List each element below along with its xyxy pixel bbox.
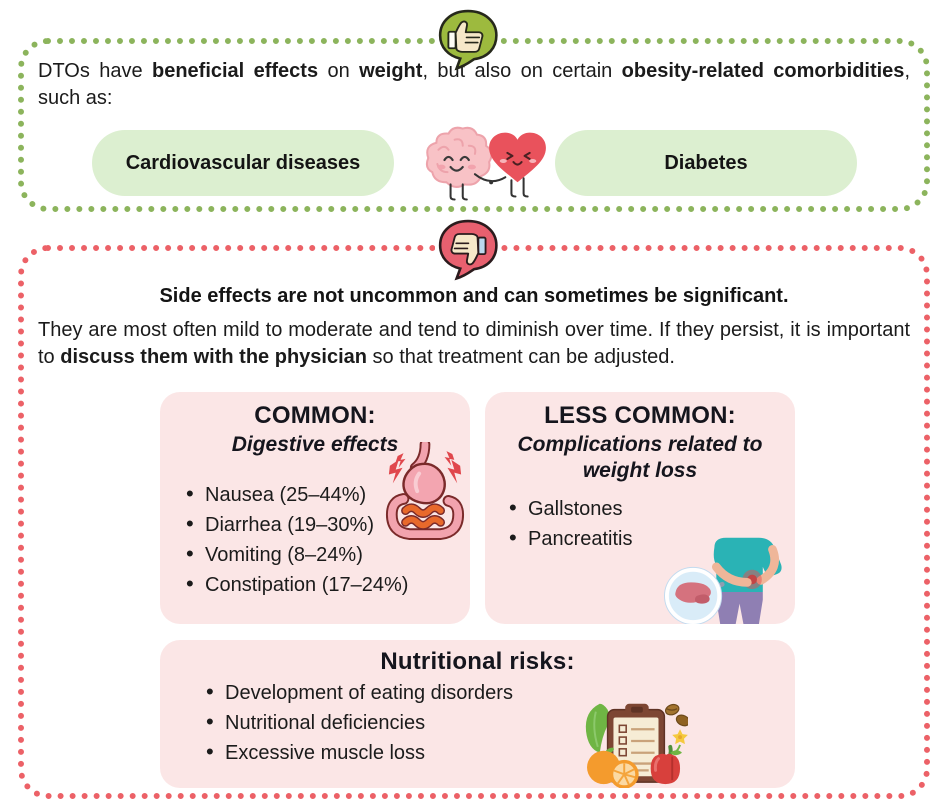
liver-examination-illustration xyxy=(657,532,795,624)
list-item: Diarrhea (19–30%) xyxy=(186,509,408,540)
intro-text-segment: DTOs have xyxy=(38,60,152,82)
nutrition-card-title: Nutritional risks: xyxy=(380,648,575,675)
healthy-food-clipboard-illustration xyxy=(582,694,688,788)
common-effects-list: Nausea (25–44%) Diarrhea (19–30%) Vomiti… xyxy=(186,479,408,600)
paragraph-bold-discuss-physician: discuss them with the physician xyxy=(60,346,367,368)
less-common-effects-card: LESS COMMON: Complications related to we… xyxy=(485,392,795,624)
common-effects-card: COMMON: Digestive effects Nausea (25–44%… xyxy=(160,392,470,624)
intro-bold-beneficial-effects: beneficial effects xyxy=(151,60,319,82)
benefits-panel: DTOs have beneficial effects on weight, … xyxy=(18,9,930,212)
brain-heart-illustration xyxy=(410,114,552,208)
intro-bold-comorbidities: obesity-related comorbidities xyxy=(621,60,905,82)
less-common-card-title: LESS COMMON: xyxy=(544,402,736,429)
thumbs-up-icon xyxy=(432,8,504,72)
list-item: Constipation (17–24%) xyxy=(186,569,408,600)
thumbs-down-icon xyxy=(432,218,504,282)
paragraph-text-segment: They are most often mild to moderate and… xyxy=(38,319,910,368)
less-common-card-subtitle: Complications related to weight loss xyxy=(517,433,763,482)
list-item: Nausea (25–44%) xyxy=(186,479,408,510)
intro-text-segment: , such as: xyxy=(38,60,910,109)
digestive-system-illustration xyxy=(384,442,466,552)
pill-label: Cardiovascular diseases xyxy=(125,151,361,174)
nutrition-risks-card: Nutritional risks: Development of eating… xyxy=(160,640,795,788)
side-effects-paragraph: They are most often mild to moderate and… xyxy=(38,317,910,371)
pill-cardiovascular-diseases: Cardiovascular diseases xyxy=(92,130,394,196)
side-effects-panel: Side effects are not uncommon and can so… xyxy=(18,219,930,799)
list-item: Excessive muscle loss xyxy=(206,737,513,768)
paragraph-text-segment: so that treatment can be adjusted. xyxy=(367,346,675,368)
list-item: Pancreatitis xyxy=(509,523,633,554)
common-card-title: COMMON: xyxy=(254,402,376,429)
side-effects-headline: Side effects are not uncommon and can so… xyxy=(159,285,789,307)
pill-diabetes: Diabetes xyxy=(555,130,857,196)
list-item: Nutritional deficiencies xyxy=(206,707,513,738)
intro-bold-weight: weight xyxy=(359,60,423,82)
list-item: Gallstones xyxy=(509,493,633,524)
list-item: Development of eating disorders xyxy=(206,677,513,708)
common-card-subtitle: Digestive effects xyxy=(231,433,399,456)
intro-text-segment: on xyxy=(318,60,360,82)
list-item: Vomiting (8–24%) xyxy=(186,539,408,570)
nutrition-risks-list: Development of eating disorders Nutritio… xyxy=(206,677,513,768)
pill-label: Diabetes xyxy=(664,151,748,174)
less-common-effects-list: Gallstones Pancreatitis xyxy=(509,493,633,554)
